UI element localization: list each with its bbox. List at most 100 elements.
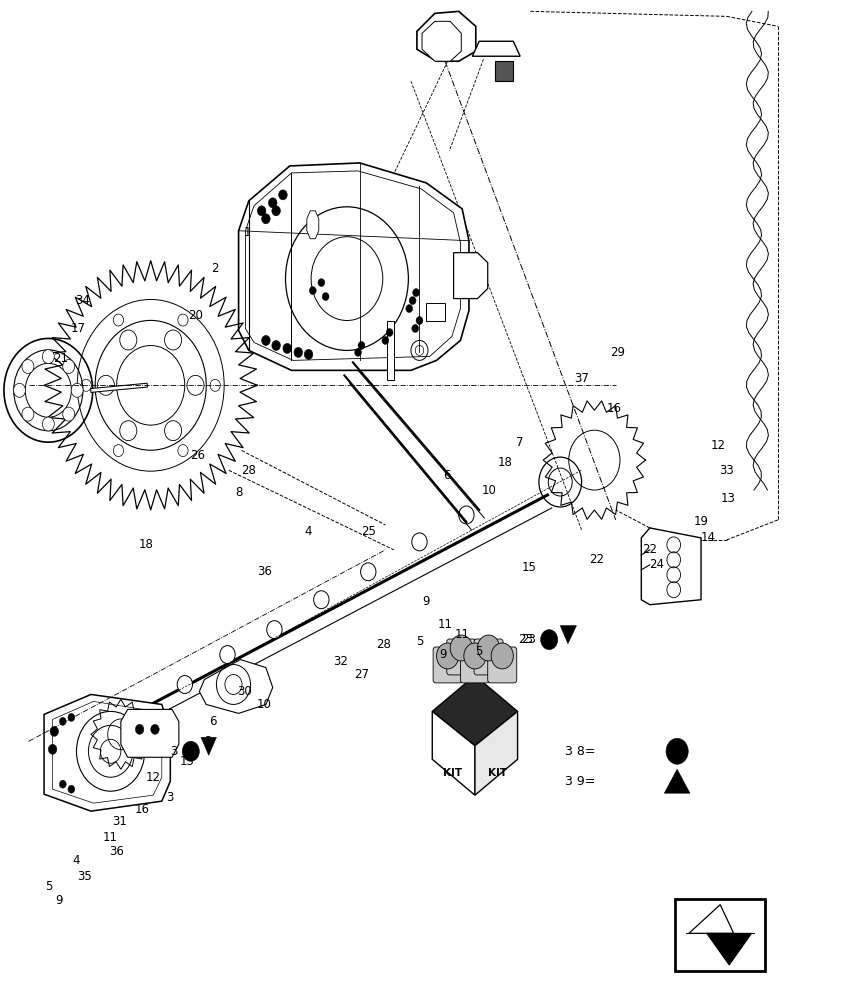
Text: 12: 12 (710, 439, 726, 452)
Circle shape (318, 279, 324, 287)
Circle shape (354, 348, 361, 356)
Text: 3: 3 (167, 791, 174, 804)
Text: 9: 9 (440, 648, 447, 661)
Text: 3 8=: 3 8= (564, 745, 595, 758)
Text: 30: 30 (237, 685, 252, 698)
Circle shape (182, 741, 199, 761)
Circle shape (68, 785, 74, 793)
Text: 11: 11 (455, 628, 470, 641)
Text: 15: 15 (521, 561, 536, 574)
Polygon shape (201, 737, 217, 755)
Circle shape (382, 336, 389, 344)
Text: 6: 6 (209, 715, 217, 728)
Circle shape (22, 407, 34, 421)
Bar (675, 899, 765, 971)
FancyBboxPatch shape (488, 647, 517, 683)
Circle shape (22, 359, 34, 373)
Circle shape (262, 335, 270, 345)
Circle shape (459, 506, 474, 524)
Text: 15: 15 (180, 755, 195, 768)
Polygon shape (707, 933, 752, 965)
Polygon shape (417, 11, 476, 61)
Circle shape (386, 328, 393, 336)
Text: 9: 9 (56, 894, 63, 907)
Polygon shape (387, 320, 394, 380)
Circle shape (258, 206, 266, 216)
FancyBboxPatch shape (474, 639, 503, 675)
Circle shape (666, 738, 688, 764)
Circle shape (304, 349, 312, 359)
Polygon shape (239, 163, 469, 370)
Circle shape (177, 676, 193, 693)
Text: 3: 3 (205, 735, 211, 748)
Polygon shape (52, 701, 162, 803)
Text: 16: 16 (607, 402, 621, 415)
Text: 14: 14 (700, 531, 716, 544)
Text: 13: 13 (721, 492, 736, 505)
Text: 10: 10 (482, 484, 496, 497)
Text: 8: 8 (235, 486, 242, 499)
Text: 4: 4 (73, 854, 80, 867)
Circle shape (437, 643, 459, 669)
Text: 36: 36 (109, 845, 124, 858)
Circle shape (413, 289, 419, 297)
Polygon shape (560, 626, 576, 644)
Polygon shape (246, 171, 461, 360)
Text: 34: 34 (75, 294, 90, 307)
Circle shape (50, 726, 58, 736)
Circle shape (151, 724, 159, 734)
FancyBboxPatch shape (447, 639, 476, 675)
Text: 12: 12 (146, 771, 161, 784)
Circle shape (269, 198, 277, 208)
Circle shape (309, 287, 316, 295)
Circle shape (62, 359, 74, 373)
Circle shape (409, 297, 416, 305)
Text: 9: 9 (423, 595, 430, 608)
Text: 11: 11 (437, 618, 453, 631)
Circle shape (294, 347, 302, 357)
Text: 35: 35 (78, 870, 92, 883)
Polygon shape (495, 61, 514, 81)
Circle shape (42, 417, 54, 431)
Circle shape (48, 744, 56, 754)
Circle shape (491, 643, 514, 669)
Polygon shape (426, 303, 445, 320)
Text: KIT: KIT (488, 768, 507, 778)
Text: 23: 23 (518, 633, 532, 646)
Text: 37: 37 (574, 372, 589, 385)
Circle shape (464, 643, 486, 669)
Text: 1: 1 (243, 226, 251, 239)
Text: 25: 25 (361, 525, 376, 538)
Text: 24: 24 (649, 558, 664, 571)
Text: 11: 11 (103, 831, 118, 844)
Text: KIT: KIT (443, 768, 462, 778)
Circle shape (135, 724, 144, 734)
Circle shape (62, 407, 74, 421)
Text: 2: 2 (211, 262, 218, 275)
Circle shape (360, 563, 376, 581)
Polygon shape (422, 21, 461, 61)
Text: 3: 3 (170, 745, 177, 758)
Circle shape (412, 324, 419, 332)
Text: 31: 31 (111, 815, 127, 828)
Polygon shape (454, 253, 488, 299)
Text: 5: 5 (45, 880, 52, 893)
Text: 17: 17 (71, 322, 86, 335)
Circle shape (416, 317, 423, 324)
Circle shape (358, 341, 365, 349)
Circle shape (14, 383, 26, 397)
Circle shape (59, 717, 66, 725)
Text: 19: 19 (693, 515, 709, 528)
Text: 21: 21 (54, 352, 68, 365)
Circle shape (541, 630, 558, 650)
Text: 16: 16 (134, 803, 150, 816)
Text: 28: 28 (376, 638, 391, 651)
Circle shape (59, 780, 66, 788)
Polygon shape (475, 711, 518, 795)
Polygon shape (473, 41, 520, 56)
Circle shape (478, 635, 500, 661)
Polygon shape (689, 905, 734, 933)
Circle shape (322, 293, 329, 301)
Circle shape (283, 343, 292, 353)
Text: 33: 33 (719, 464, 734, 477)
